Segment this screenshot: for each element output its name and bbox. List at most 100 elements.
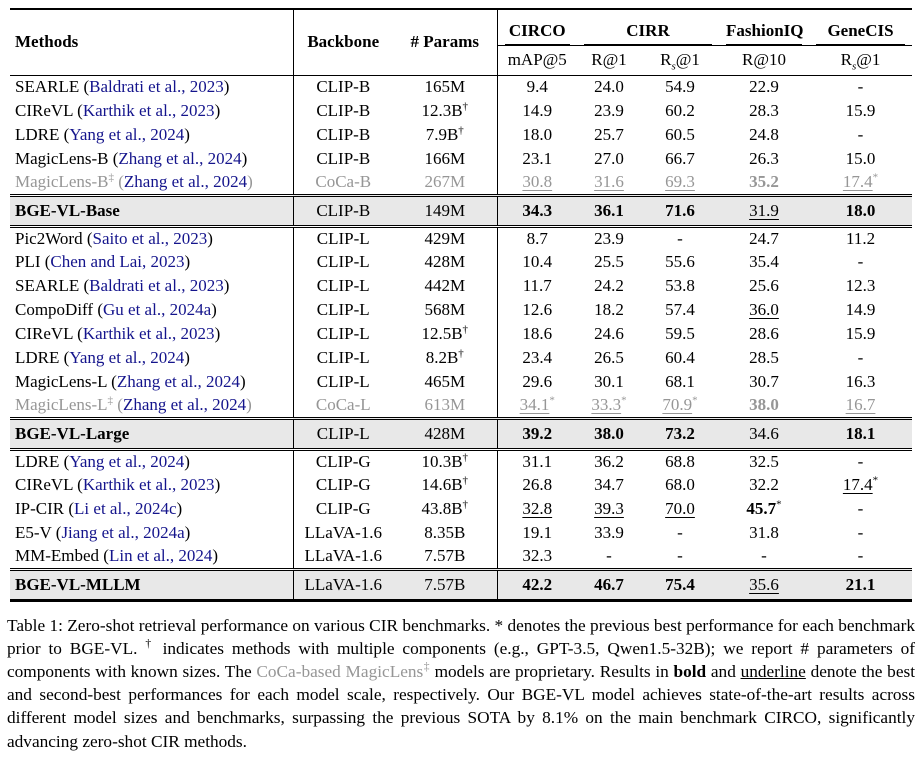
citation-link[interactable]: Yang et al., 2024 [69,451,185,471]
backbone-cell: LLaVA-1.6 [304,546,383,566]
citation-link[interactable]: Yang et al., 2024 [69,348,185,367]
method-row: LDRE (Yang et al., 2024) CLIP-L 8.2B† 23.4 2… [10,346,912,370]
value-cell: 30.7 [749,372,779,391]
backbone-cell: CLIP-L [316,300,370,319]
method-cell: IP-CIR (Li et al., 2024c) [10,497,294,521]
method-cell: SEARLE (Baldrati et al., 2023) [10,75,294,99]
citation-link[interactable]: Baldrati et al., 2023 [89,276,224,295]
model-name-cell: BGE-VL-MLLM [10,567,294,602]
col-subheader-r10: R@10 [719,45,810,76]
value-cell: - [857,77,864,97]
value-cell: 39.3 [594,499,624,518]
method-cell: MagicLens-L‡ (Zhang et al., 2024) [10,394,294,418]
citation-link[interactable]: Zhang et al., 2024 [118,149,242,168]
value-cell: 42.2 [497,567,577,602]
citation-link[interactable]: Gu et al., 2024a [103,300,212,319]
citation-link[interactable]: Saito et al., 2023 [92,228,208,248]
citation-link[interactable]: Li et al., 2024c [74,499,177,518]
value-cell: 18.6 [522,324,553,343]
value-cell: 57.4 [665,300,695,319]
col-header-params: # Params [393,9,498,76]
params-cell: 166M [393,147,498,171]
value-cell: 26.5 [594,348,624,367]
backbone-cell: CLIP-G [315,499,371,518]
method-cell: MagicLens-B‡ (Zhang et al., 2024) [10,171,294,195]
col-subheader-map5: mAP@5 [497,45,577,76]
citation-link[interactable]: Baldrati et al., 2023 [89,77,224,97]
table-caption: Table 1: Zero-shot retrieval performance… [7,615,916,751]
citation-link[interactable]: Chen and Lai, 2023 [50,252,185,271]
method-cell: LDRE (Yang et al., 2024) [10,346,294,370]
method-cell: MM-Embed (Lin et al., 2024) [10,545,294,569]
value-cell: 24.7 [749,228,779,248]
method-row: MagicLens-L‡ (Zhang et al., 2024) CoCa-L 6… [10,394,912,418]
citation-link[interactable]: Karthik et al., 2023 [82,324,215,343]
col-subheader-genecis-rs1: Rs@1 [809,45,913,76]
value-cell: 23.9 [594,228,624,248]
citation-link[interactable]: Yang et al., 2024 [69,125,185,144]
value-cell: 60.4 [665,348,695,367]
value-cell: 24.8 [749,125,779,144]
value-cell: 24.0 [594,77,624,97]
value-cell: 70.0 [665,499,695,518]
model-name-cell: BGE-VL-Large [10,416,294,451]
value-cell: 30.8 [522,172,553,192]
params-cell: 428M [393,416,498,451]
highlight-row-bge-vl-base: BGE-VL-Base CLIP-B 149M 34.3 36.1 71.6 31.9 18.… [10,193,913,228]
value-cell: 12.6 [522,300,553,319]
highlight-row-bge-vl-mllm: BGE-VL-MLLM LLaVA-1.6 7.57B 42.2 46.7 75.4 35.… [10,567,913,602]
citation-link[interactable]: Zhang et al., 2024 [116,372,241,391]
value-cell: - [857,499,864,518]
citation-link[interactable]: Karthik et al., 2023 [82,101,215,120]
backbone-cell: LLaVA-1.6 [304,523,383,542]
citation-link[interactable]: Jiang et al., 2024a [61,523,185,542]
value-cell: 28.6 [749,324,779,343]
value-cell: 73.2 [641,416,720,451]
col-group-fashioniq: FashionIQ [719,9,810,46]
value-cell: 9.4 [526,77,548,97]
value-cell: 24.2 [594,276,624,295]
group-label-circo: CIRCO [504,18,570,45]
value-cell: 66.7 [665,149,695,168]
value-cell: 17.4* [842,171,879,192]
value-cell: 70.9* [662,394,698,415]
citation-link[interactable]: Lin et al., 2024 [108,546,213,566]
value-cell: 21.1 [809,567,913,602]
citation-link[interactable]: Zhang et al., 2024 [122,395,247,415]
method-row: CompoDiff (Gu et al., 2024a) CLIP-L 568M 12… [10,298,912,322]
value-cell: 29.6 [522,372,553,391]
value-cell: 75.4 [641,567,720,602]
params-cell: 8.35B [393,521,498,545]
citation-link[interactable]: Karthik et al., 2023 [82,475,215,494]
params-cell: 10.3B† [393,449,498,473]
value-cell: 60.2 [665,101,695,120]
value-cell: 55.6 [665,252,695,271]
value-cell: - [857,451,864,471]
method-cell: CIReVL (Karthik et al., 2023) [10,473,294,497]
value-cell: 24.6 [594,324,624,343]
backbone-cell: CLIP-B [293,193,393,228]
backbone-cell: CoCa-B [315,172,372,192]
backbone-cell: CLIP-G [315,475,371,494]
paper-page: Methods Backbone # Params CIRCO CIRR Fas… [7,8,916,751]
value-cell: 12.3 [845,276,876,295]
value-cell: 32.5 [749,451,779,471]
backbone-cell: CLIP-L [316,228,370,248]
params-cell: 267M [393,171,498,195]
value-cell: 25.6 [749,276,779,295]
params-cell: 12.5B† [393,322,498,346]
method-row: MagicLens-B‡ (Zhang et al., 2024) CoCa-B 2… [10,171,912,195]
citation-link[interactable]: Zhang et al., 2024 [123,172,248,192]
value-cell: 36.2 [594,451,624,471]
backbone-cell: CLIP-B [316,101,371,120]
params-cell: 568M [393,298,498,322]
col-group-circo: CIRCO [497,9,577,46]
backbone-cell: CoCa-L [315,395,371,415]
value-cell: 25.5 [594,252,624,271]
col-group-genecis: GeneCIS [809,9,913,46]
value-cell: 11.7 [522,276,552,295]
method-row: LDRE (Yang et al., 2024) CLIP-B 7.9B† 18.0 2… [10,123,912,147]
value-cell: 33.9 [594,523,624,542]
params-cell: 12.3B† [393,99,498,123]
params-cell: 7.57B [393,567,498,602]
